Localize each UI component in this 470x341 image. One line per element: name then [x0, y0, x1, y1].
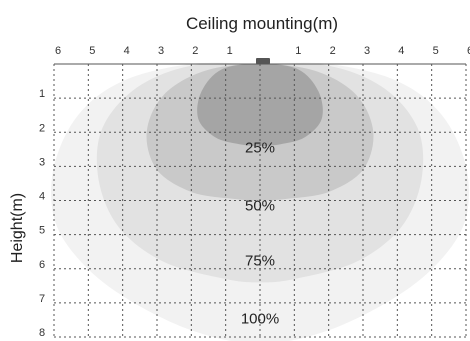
y-tick-label: 7 — [39, 293, 45, 305]
grid-lines — [53, 63, 467, 338]
x-tick-label: 6 — [467, 45, 470, 57]
x-tick-label: 4 — [398, 45, 404, 57]
x-tick-label: 5 — [433, 45, 439, 57]
zone-label-25: 25% — [245, 140, 275, 157]
zone-label-50: 50% — [245, 198, 275, 215]
chart-title: Ceiling mounting(m) — [186, 14, 338, 33]
x-tick-label: 2 — [330, 45, 336, 57]
y-tick-label: 4 — [39, 191, 45, 203]
y-tick-label: 5 — [39, 225, 45, 237]
x-tick-label: 3 — [158, 45, 164, 57]
x-tick-labels: 6 5 4 3 2 1 1 2 3 4 5 6 — [55, 45, 470, 57]
y-axis-label: Height(m) — [9, 193, 26, 263]
light-fixture-icon — [256, 58, 270, 64]
y-tick-label: 3 — [39, 156, 45, 168]
x-tick-label: 5 — [89, 45, 95, 57]
x-tick-label: 1 — [227, 45, 233, 57]
y-tick-label: 1 — [39, 88, 45, 100]
zone-percent-labels: 100% 75% 50% 25% — [241, 140, 279, 328]
y-tick-label: 6 — [39, 259, 45, 271]
zone-label-100: 100% — [241, 310, 279, 327]
x-tick-label: 6 — [55, 45, 61, 57]
y-tick-label: 8 — [39, 327, 45, 339]
y-tick-label: 2 — [39, 122, 45, 134]
x-tick-label: 1 — [295, 45, 301, 57]
y-tick-labels: 1 2 3 4 5 6 7 8 — [39, 88, 45, 339]
zone-label-75: 75% — [245, 252, 275, 269]
x-tick-label: 2 — [192, 45, 198, 57]
x-tick-label: 3 — [364, 45, 370, 57]
x-tick-label: 4 — [124, 45, 130, 57]
